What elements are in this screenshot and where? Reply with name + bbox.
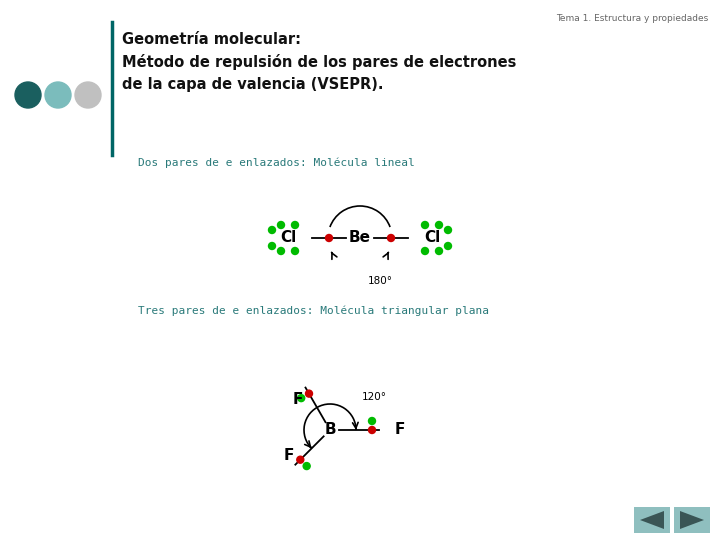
Text: F: F <box>293 392 303 407</box>
Circle shape <box>297 395 305 402</box>
Circle shape <box>387 234 395 241</box>
Text: Tres pares de e enlazados: Molécula triangular plana: Tres pares de e enlazados: Molécula tria… <box>138 305 489 315</box>
Circle shape <box>277 247 284 254</box>
Circle shape <box>305 390 312 397</box>
Text: B: B <box>324 422 336 437</box>
Circle shape <box>369 417 376 424</box>
Circle shape <box>45 82 71 108</box>
Text: Dos pares de e enlazados: Molécula lineal: Dos pares de e enlazados: Molécula linea… <box>138 158 415 168</box>
Polygon shape <box>680 511 704 529</box>
Circle shape <box>269 226 276 233</box>
Circle shape <box>421 247 428 254</box>
Text: Be: Be <box>349 231 371 246</box>
Circle shape <box>292 221 299 228</box>
FancyBboxPatch shape <box>634 507 670 533</box>
Text: Cl: Cl <box>424 231 440 246</box>
Circle shape <box>436 247 443 254</box>
Text: F: F <box>284 448 294 463</box>
Text: Geometría molecular:
Método de repulsión de los pares de electrones
de la capa d: Geometría molecular: Método de repulsión… <box>122 32 516 92</box>
Circle shape <box>292 247 299 254</box>
Circle shape <box>75 82 101 108</box>
Circle shape <box>297 456 304 463</box>
Circle shape <box>303 463 310 470</box>
Polygon shape <box>640 511 664 529</box>
Text: 180°: 180° <box>368 276 393 286</box>
Circle shape <box>15 82 41 108</box>
Text: Cl: Cl <box>280 231 296 246</box>
Circle shape <box>436 221 443 228</box>
Circle shape <box>444 242 451 249</box>
Circle shape <box>421 221 428 228</box>
FancyBboxPatch shape <box>674 507 710 533</box>
Text: Tema 1. Estructura y propiedades: Tema 1. Estructura y propiedades <box>556 14 708 23</box>
Circle shape <box>369 427 376 434</box>
Circle shape <box>444 226 451 233</box>
Circle shape <box>325 234 333 241</box>
Text: F: F <box>395 422 405 437</box>
Circle shape <box>269 242 276 249</box>
Circle shape <box>277 221 284 228</box>
Text: 120°: 120° <box>362 392 387 402</box>
